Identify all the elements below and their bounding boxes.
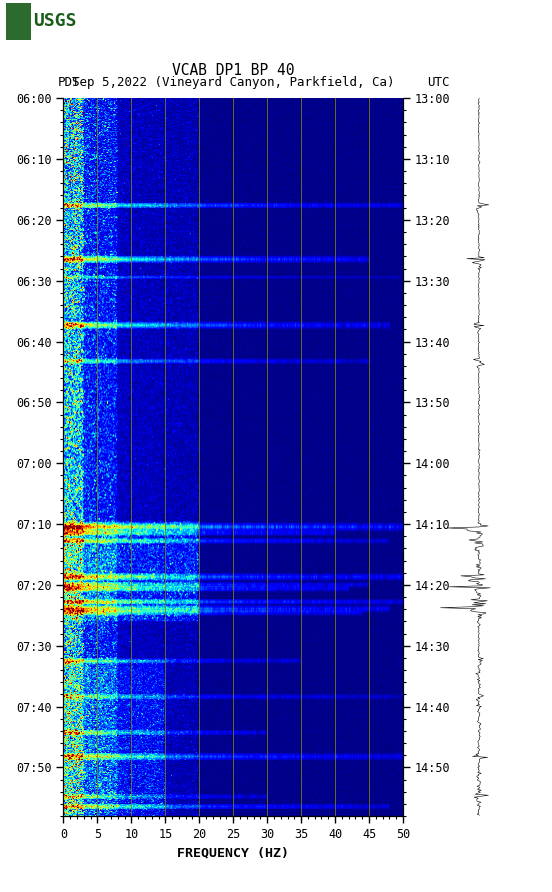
Text: VCAB DP1 BP 40: VCAB DP1 BP 40 [172,62,294,78]
Text: PDT: PDT [58,76,81,89]
Bar [6,3,31,40]
Text: USGS: USGS [33,12,76,30]
X-axis label: FREQUENCY (HZ): FREQUENCY (HZ) [177,847,289,860]
Text: UTC: UTC [428,76,450,89]
Text: Sep 5,2022 (Vineyard Canyon, Parkfield, Ca): Sep 5,2022 (Vineyard Canyon, Parkfield, … [72,76,395,89]
